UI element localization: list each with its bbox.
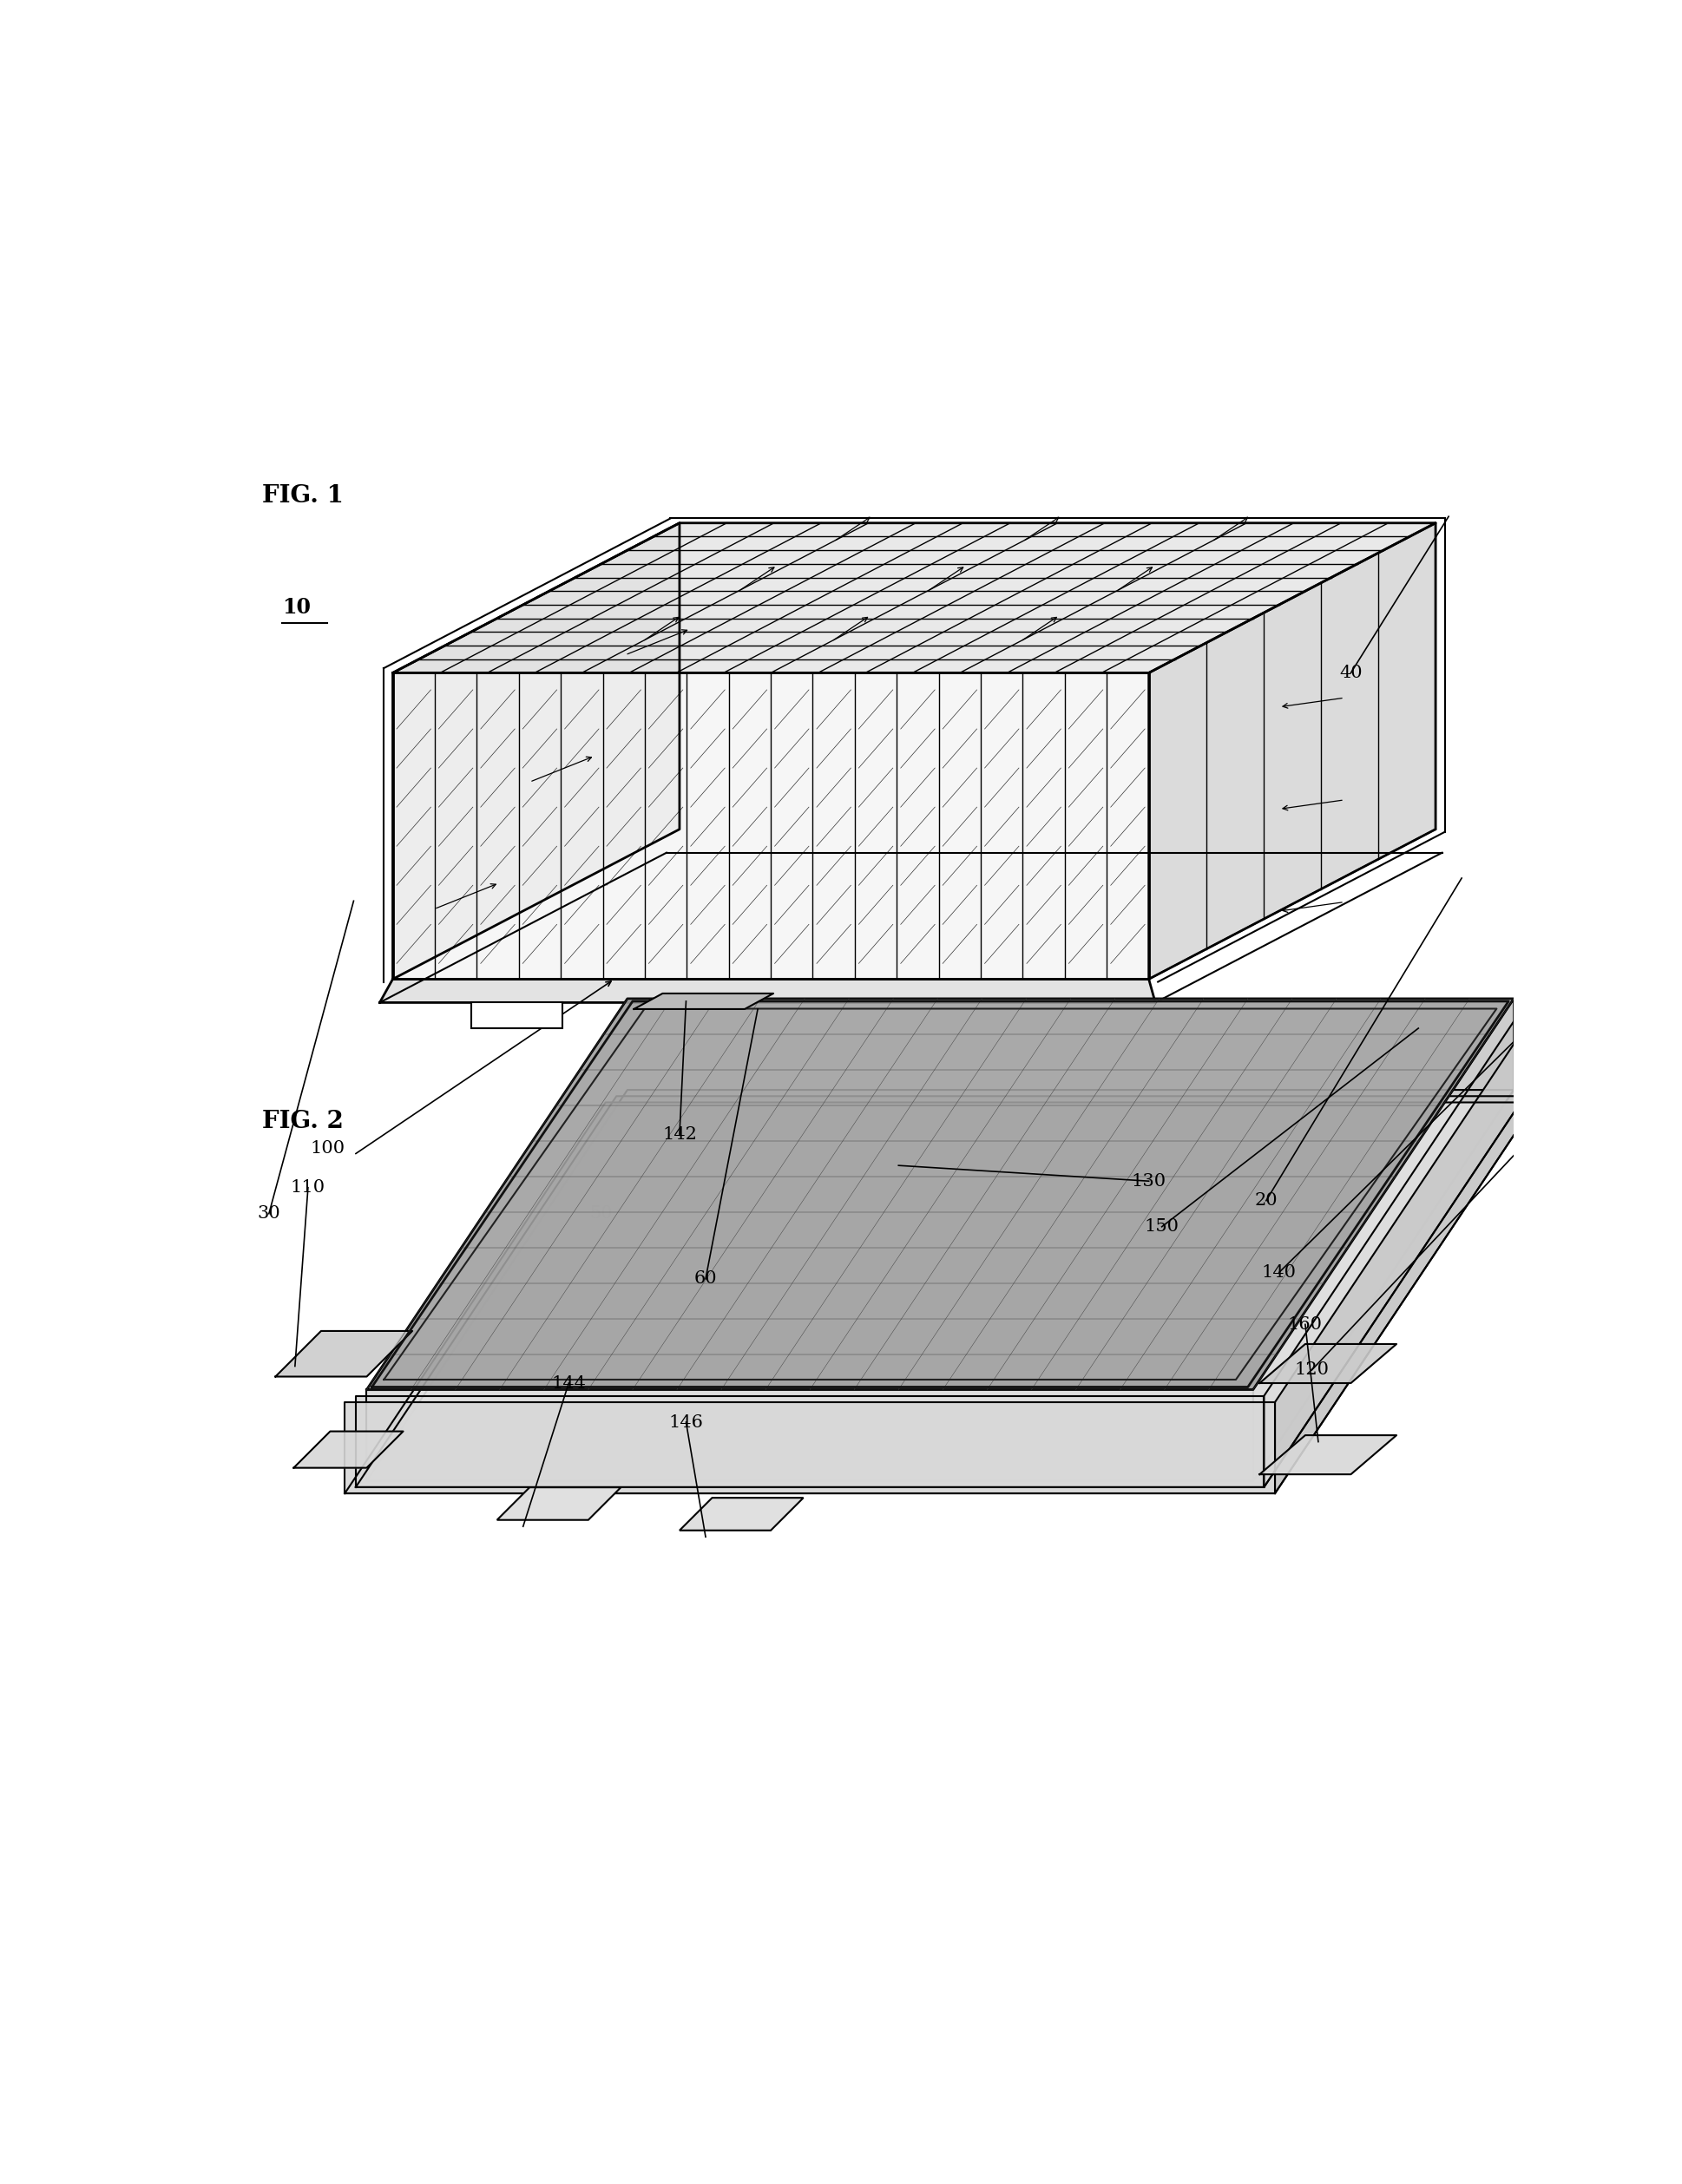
Text: 60: 60 [695,1271,717,1286]
Text: 130: 130 [1132,1173,1166,1190]
Polygon shape [345,1402,1275,1494]
Polygon shape [1275,1011,1536,1494]
Text: 50: 50 [590,1206,612,1221]
Polygon shape [498,1487,621,1520]
Text: 144: 144 [552,1376,585,1391]
Polygon shape [355,1396,1265,1487]
Text: FIG. 2: FIG. 2 [262,1109,343,1133]
Text: FIG. 1: FIG. 1 [262,485,343,507]
Polygon shape [355,1096,1526,1487]
Polygon shape [634,994,774,1009]
Polygon shape [294,1431,404,1468]
Polygon shape [1149,522,1435,978]
Text: 120: 120 [1295,1363,1329,1378]
Text: 150: 150 [1144,1219,1179,1234]
Polygon shape [367,998,1514,1389]
Polygon shape [1253,998,1514,1481]
Text: 30: 30 [257,1206,281,1221]
Text: 146: 146 [669,1413,703,1431]
Polygon shape [392,522,1435,673]
Polygon shape [345,1103,1536,1494]
Polygon shape [1265,1005,1526,1487]
Text: 40: 40 [1339,664,1362,681]
Text: 140: 140 [1262,1265,1297,1280]
Polygon shape [367,1090,1514,1481]
Text: 10: 10 [283,596,311,618]
Text: 142: 142 [663,1127,696,1142]
Text: 20: 20 [1255,1192,1278,1210]
Polygon shape [392,673,1149,978]
Polygon shape [471,1002,562,1029]
Polygon shape [680,1498,804,1531]
Text: 100: 100 [309,1140,345,1158]
Text: 110: 110 [291,1179,325,1197]
Polygon shape [1260,1343,1396,1382]
Polygon shape [367,1389,1253,1481]
Polygon shape [380,978,1156,1002]
Polygon shape [276,1330,412,1376]
Polygon shape [1260,1435,1396,1474]
Text: 160: 160 [1288,1317,1322,1332]
Polygon shape [392,522,680,978]
